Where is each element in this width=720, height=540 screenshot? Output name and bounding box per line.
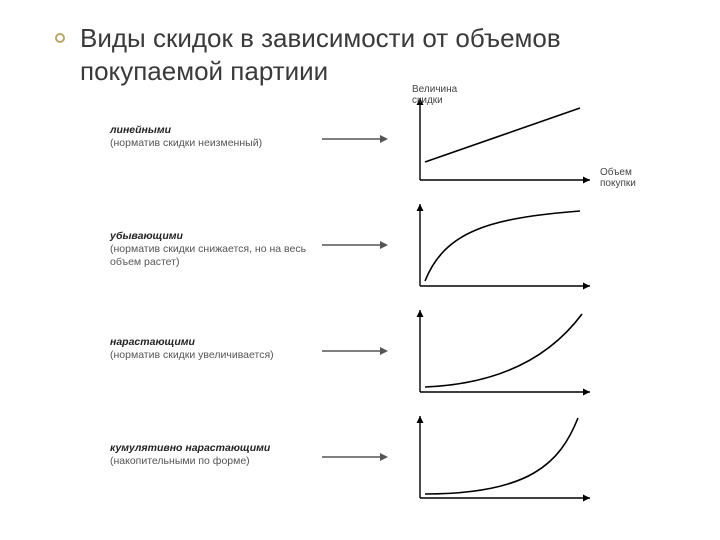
row-chart — [400, 408, 600, 508]
discount-type-row: убывающими (норматив скидки снижается, н… — [110, 196, 640, 296]
title-bullet — [55, 33, 65, 43]
row-term: убывающими — [110, 230, 183, 242]
arrow-icon — [320, 133, 390, 145]
row-desc: (накопительными по форме) — [110, 455, 250, 467]
discount-type-row: нарастающими (норматив скидки увеличивае… — [110, 302, 640, 402]
mini-chart — [400, 408, 600, 508]
x-axis-label: Объемпокупки — [600, 168, 636, 189]
mini-chart — [400, 302, 600, 402]
row-term: кумулятивно нарастающими — [110, 442, 270, 454]
row-chart — [400, 302, 600, 402]
connector-arrow — [320, 238, 390, 250]
discount-type-row: линейными (норматив скидки неизменный) В… — [110, 90, 640, 190]
row-label: нарастающими (норматив скидки увеличивае… — [110, 336, 315, 362]
row-label: кумулятивно нарастающими (накопительными… — [110, 442, 315, 468]
mini-chart — [400, 196, 600, 296]
row-term: нарастающими — [110, 336, 195, 348]
discount-type-row: кумулятивно нарастающими (накопительными… — [110, 408, 640, 508]
row-label: линейными (норматив скидки неизменный) — [110, 124, 315, 150]
row-chart — [400, 196, 600, 296]
arrow-icon — [320, 451, 390, 463]
connector-arrow — [320, 450, 390, 462]
arrow-icon — [320, 345, 390, 357]
row-desc: (норматив скидки неизменный) — [110, 137, 262, 149]
connector-arrow — [320, 344, 390, 356]
row-desc: (норматив скидки снижается, но на весь о… — [110, 243, 306, 268]
row-label: убывающими (норматив скидки снижается, н… — [110, 230, 315, 269]
arrow-icon — [320, 239, 390, 251]
row-desc: (норматив скидки увеличивается) — [110, 349, 274, 361]
diagram-content: линейными (норматив скидки неизменный) В… — [110, 90, 640, 514]
connector-arrow — [320, 132, 390, 144]
y-axis-label: Величинаскидки — [412, 85, 457, 106]
slide-title: Виды скидок в зависимости от объемов пок… — [80, 22, 640, 87]
row-term: линейными — [110, 124, 171, 136]
